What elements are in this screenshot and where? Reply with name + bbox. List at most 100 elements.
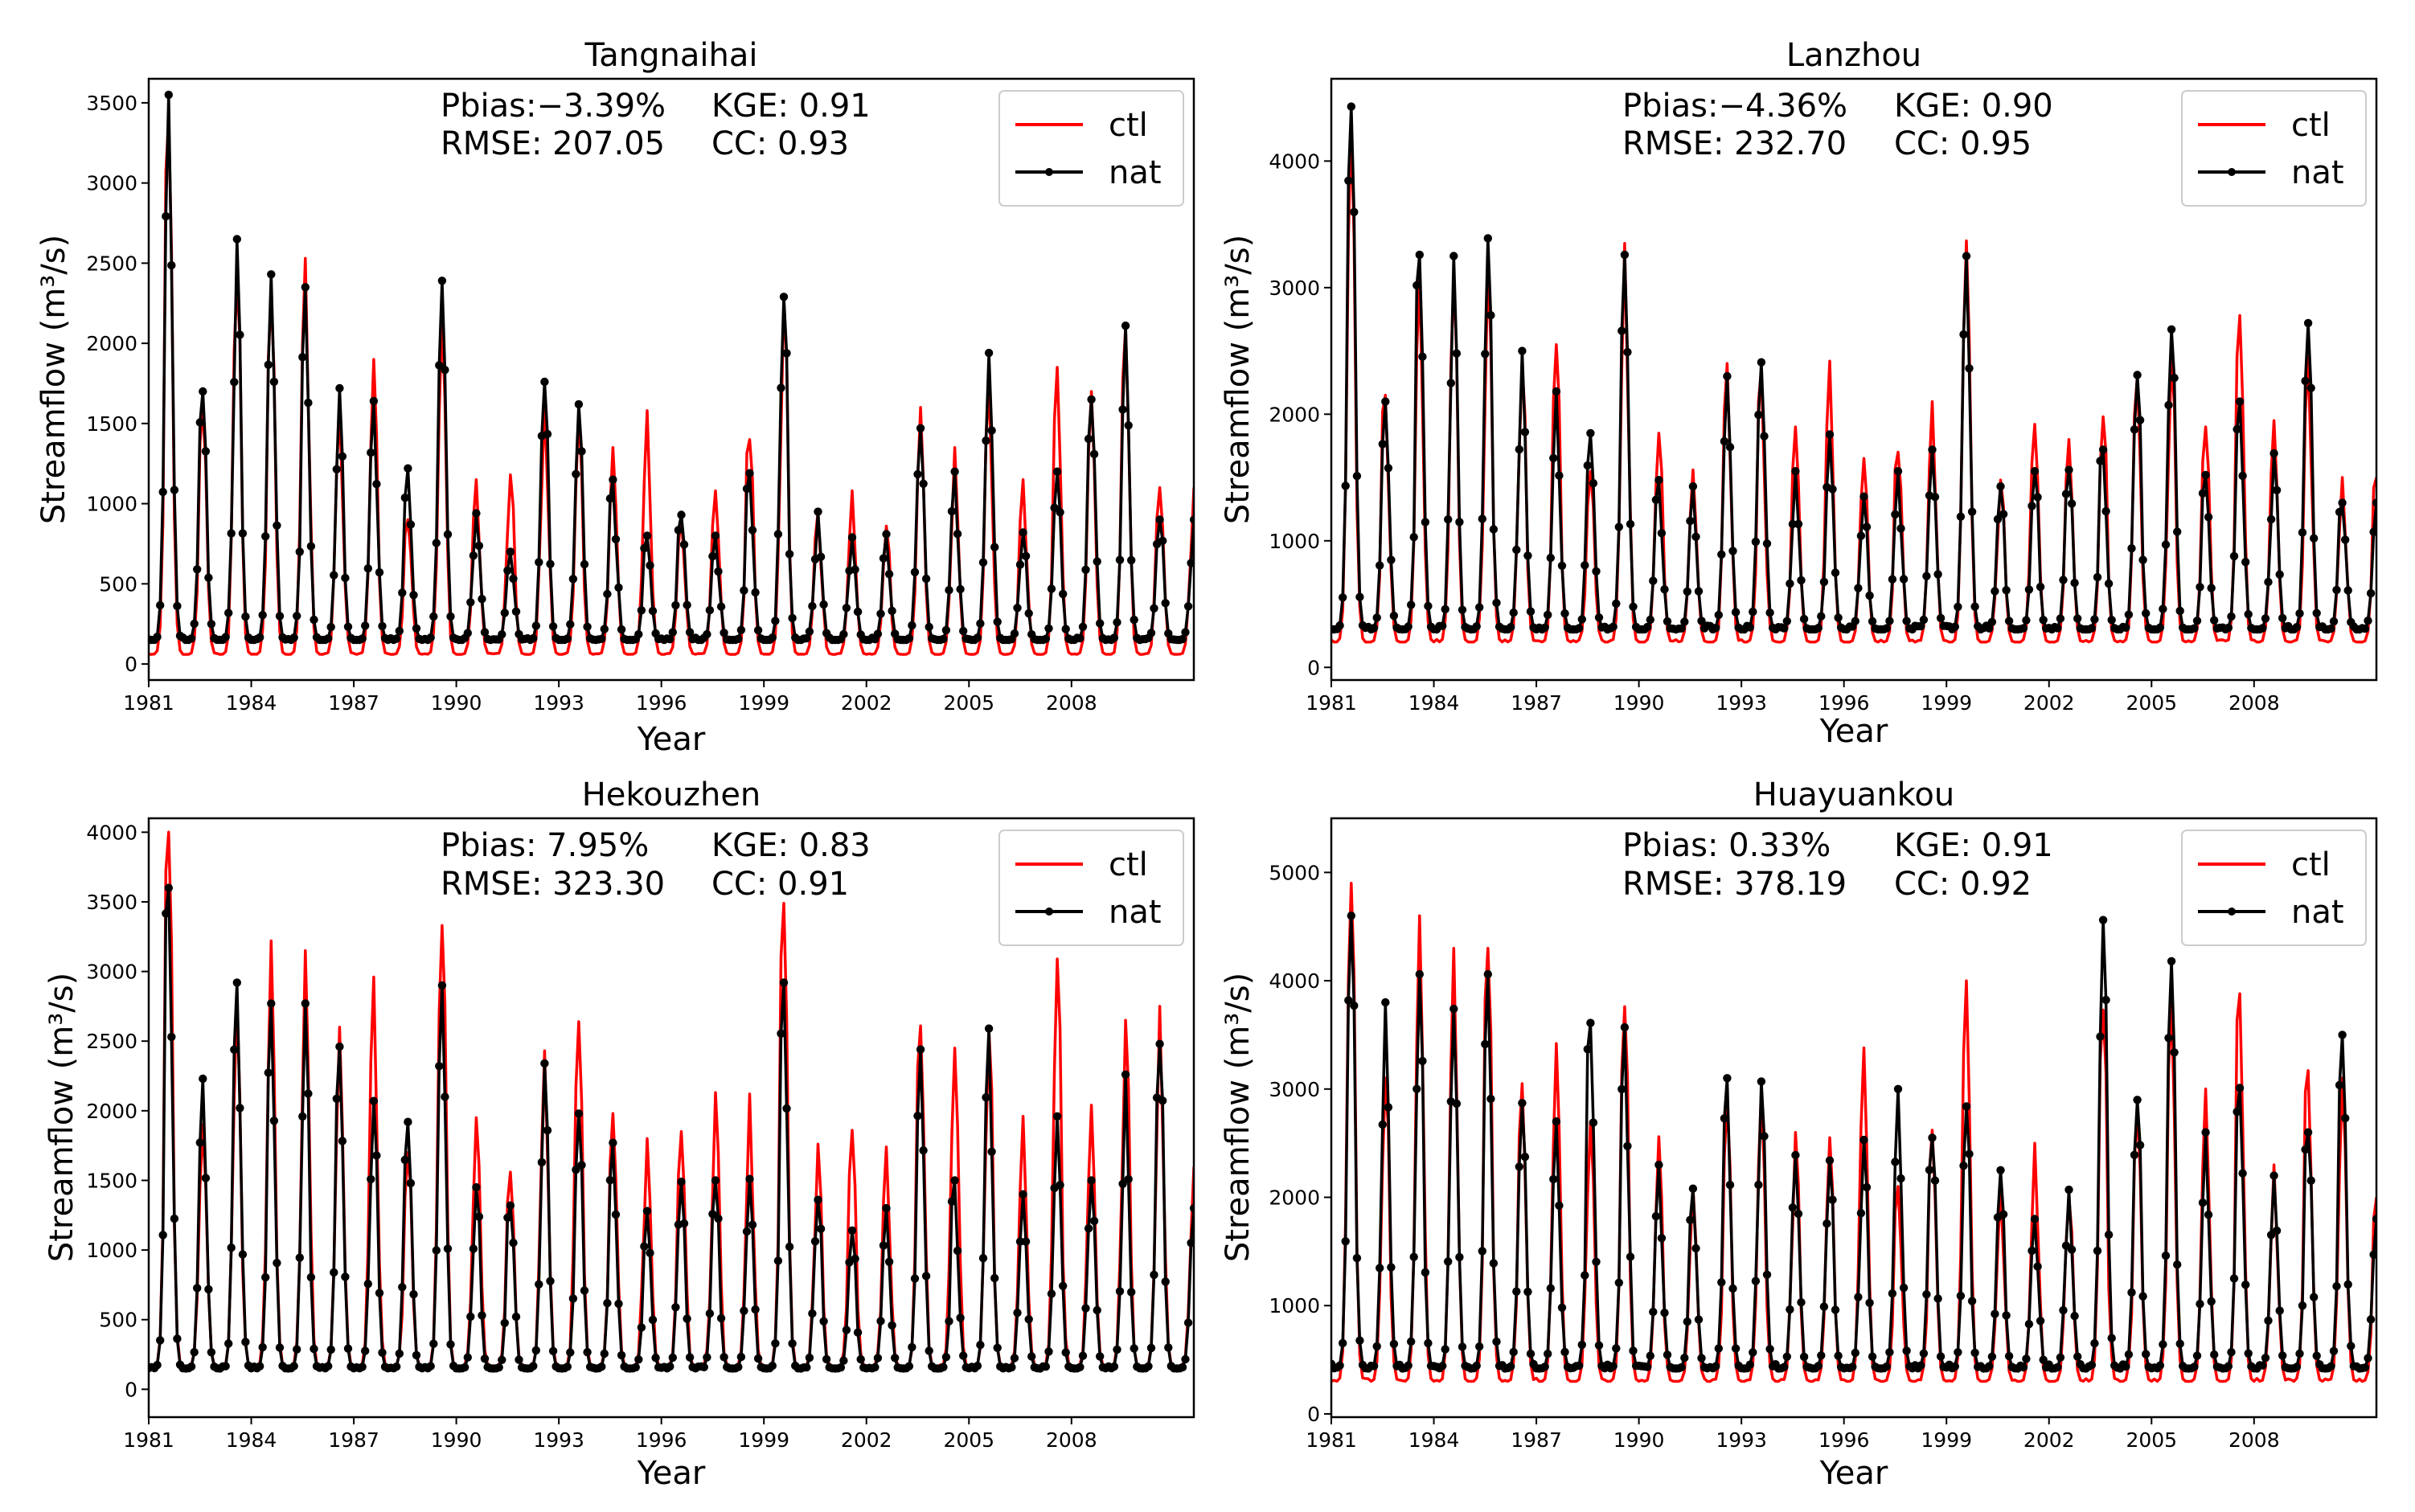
- nat-point: [990, 543, 999, 551]
- nat-point: [2064, 465, 2073, 474]
- nat-point: [953, 1246, 962, 1256]
- y-tick-label: 1000: [86, 1239, 137, 1262]
- nat-point: [1823, 1219, 1831, 1228]
- nat-point: [679, 540, 689, 549]
- legend-frame: [998, 830, 1184, 946]
- nat-point: [908, 621, 916, 630]
- nat-point: [1056, 1181, 1064, 1190]
- nat-point: [1178, 634, 1187, 644]
- nat-point: [187, 634, 196, 643]
- nat-point: [568, 1294, 578, 1303]
- nat-point: [879, 554, 888, 563]
- nat-point: [1760, 432, 1769, 440]
- nat-point: [703, 629, 711, 639]
- nat-point: [1087, 395, 1096, 404]
- nat-point: [2198, 489, 2208, 498]
- nat-point: [2366, 1315, 2376, 1324]
- nat-point: [1865, 1298, 1874, 1308]
- nat-point: [543, 1126, 552, 1135]
- series-ctl-line: [1331, 882, 2376, 1383]
- nat-point: [1925, 1166, 1934, 1174]
- nat-point: [2244, 1349, 2253, 1358]
- nat-point: [199, 1074, 207, 1084]
- nat-point: [913, 469, 922, 479]
- x-tick-label: 1996: [636, 1428, 687, 1452]
- nat-point: [1594, 613, 1604, 622]
- nat-point: [435, 361, 444, 370]
- nat-point: [1483, 969, 1493, 979]
- nat-point: [273, 521, 281, 530]
- nat-point: [500, 608, 509, 617]
- nat-point: [1560, 1347, 1569, 1357]
- nat-point: [2258, 1361, 2267, 1370]
- nat-point: [170, 486, 179, 494]
- nat-point: [2258, 624, 2267, 633]
- y-tick-label: 3000: [1269, 1078, 1320, 1101]
- nat-point: [1623, 1141, 1632, 1151]
- nat-point: [1660, 1309, 1669, 1317]
- y-tick-label: 0: [125, 653, 137, 676]
- nat-point: [2087, 1360, 2097, 1370]
- y-tick-label: 3500: [86, 891, 137, 914]
- nat-point: [238, 529, 248, 538]
- panel-hekouzhen: Hekouzhen Streamflow (m³/s) Year Pbias: …: [43, 776, 1195, 1492]
- x-tick-label: 1999: [1921, 691, 1972, 715]
- nat-point: [332, 1094, 341, 1104]
- nat-point: [293, 612, 301, 621]
- nat-point: [443, 1244, 453, 1253]
- nat-point: [1697, 1354, 1706, 1362]
- nat-point: [301, 283, 310, 292]
- nat-point: [773, 1256, 783, 1265]
- nat-point: [1355, 592, 1364, 601]
- nat-point: [753, 625, 763, 635]
- nat-point: [474, 541, 484, 551]
- nat-point: [1868, 1352, 1877, 1361]
- nat-point: [853, 607, 863, 617]
- nat-point: [1350, 207, 1359, 216]
- nat-point: [227, 1244, 236, 1252]
- nat-point: [1956, 1291, 1966, 1301]
- nat-point: [164, 90, 173, 100]
- panel-tangnaihai: Tangnaihai Streamflow (m³/s) Year Pbias:…: [35, 37, 1195, 758]
- y-tick-label: 4000: [86, 821, 137, 844]
- nat-point: [2127, 1288, 2136, 1297]
- nat-point: [945, 1317, 953, 1326]
- stat-cc: CC: 0.92: [1894, 866, 2032, 903]
- nat-point: [925, 622, 933, 632]
- nat-point: [343, 1344, 353, 1353]
- nat-point: [195, 418, 204, 427]
- nat-point: [785, 1242, 794, 1252]
- nat-point: [1646, 1351, 1654, 1360]
- nat-point: [2264, 1316, 2273, 1326]
- nat-point: [224, 608, 233, 617]
- nat-point: [1084, 1224, 1093, 1233]
- y-tick-label: 2000: [1269, 403, 1320, 426]
- nat-point: [1962, 1102, 1971, 1111]
- nat-point: [1825, 1156, 1835, 1165]
- nat-point: [711, 531, 720, 540]
- x-tick-label: 1981: [123, 691, 174, 715]
- nat-point: [617, 625, 626, 634]
- nat-point: [1586, 428, 1595, 438]
- nat-point: [753, 1354, 763, 1363]
- nat-point: [1446, 379, 1456, 387]
- nat-point: [1899, 1283, 1909, 1293]
- y-tick-label: 3000: [1269, 277, 1320, 300]
- nat-point: [2201, 1128, 2210, 1137]
- nat-point: [2369, 1250, 2376, 1259]
- nat-point: [945, 586, 953, 595]
- nat-point: [1577, 1340, 1587, 1350]
- nat-point: [2372, 1215, 2376, 1223]
- nat-point: [839, 629, 848, 639]
- nat-point: [432, 1246, 441, 1255]
- plot-frame: [147, 817, 1195, 1419]
- nat-point: [1817, 612, 1826, 621]
- nat-point: [2295, 1349, 2304, 1358]
- nat-point: [1649, 576, 1658, 585]
- nat-point: [1728, 1284, 1737, 1293]
- nat-point: [1121, 1070, 1130, 1080]
- nat-point: [1959, 330, 1968, 339]
- nat-point: [241, 1338, 250, 1346]
- nat-point: [711, 1176, 720, 1185]
- nat-point: [2227, 1348, 2236, 1357]
